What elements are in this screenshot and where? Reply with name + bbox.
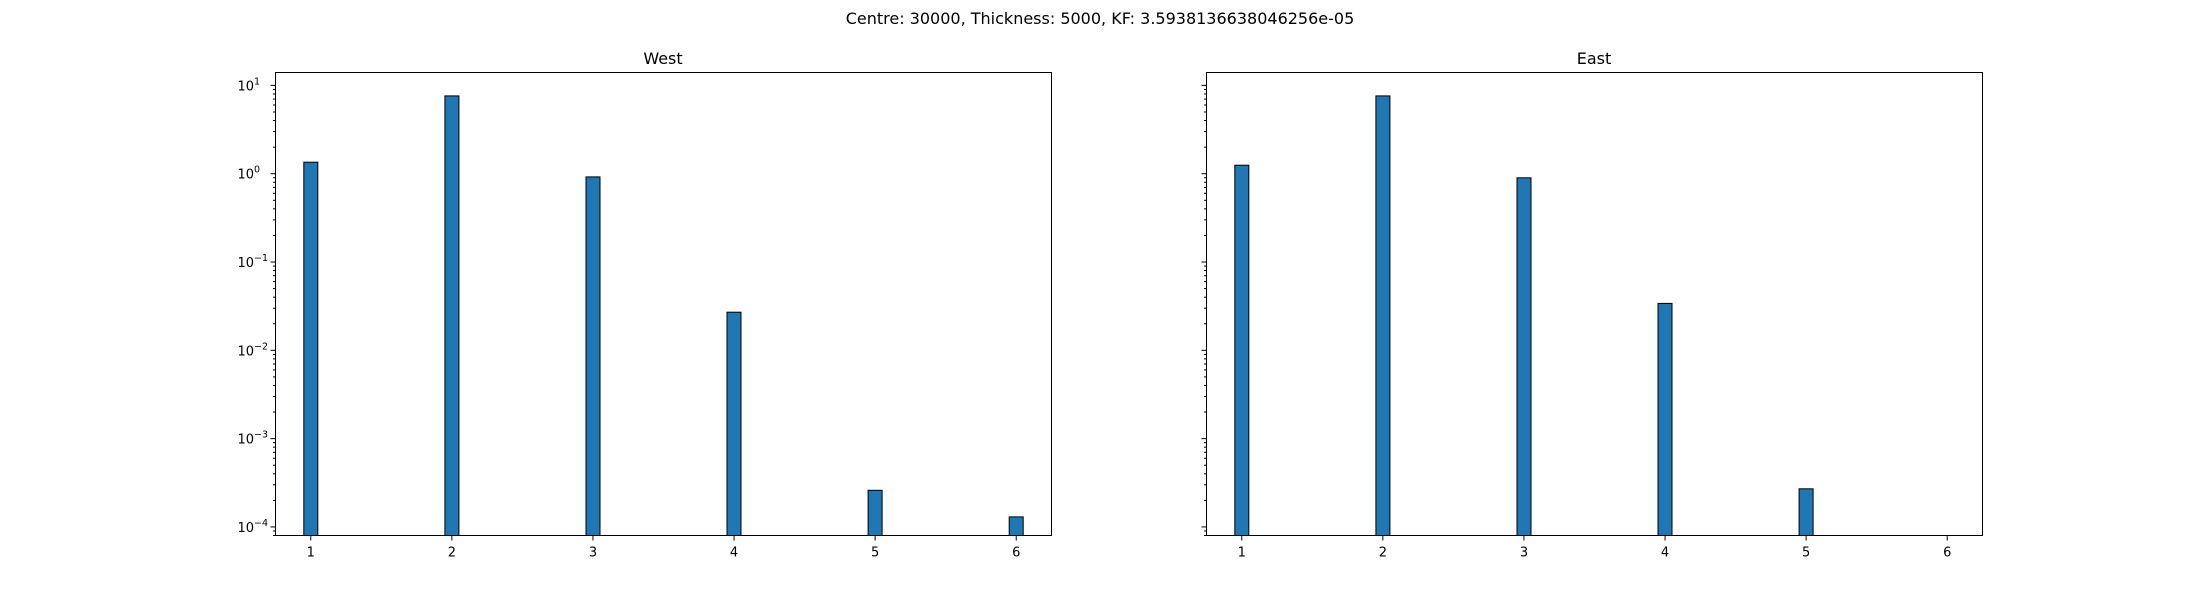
y-axis-east xyxy=(1201,84,1207,536)
bar-east-4 xyxy=(1657,302,1673,536)
bar-west-2 xyxy=(444,95,460,537)
y-tick-label-west: 10−4 xyxy=(238,518,269,536)
subplot-west: West 1 2 3 4 5 6 101 100 10−1 10−2 10−3 10−4 xyxy=(238,49,1052,561)
x-tick-label-east-2: 2 xyxy=(1379,546,1387,561)
x-tick-label-west-1: 1 xyxy=(307,546,315,561)
x-axis-east: 1 2 3 4 5 6 xyxy=(1238,535,1951,561)
x-tick-label-west-2: 2 xyxy=(448,546,456,561)
y-tick-label-west: 101 xyxy=(238,76,261,94)
subplot-title-west: West xyxy=(643,49,682,68)
y-tick-label-west: 10−1 xyxy=(238,253,269,271)
bar-west-5 xyxy=(867,489,883,536)
bar-east-2 xyxy=(1375,95,1391,537)
bar-east-5 xyxy=(1798,488,1814,536)
bars-east xyxy=(1234,95,1814,537)
x-tick-label-west-3: 3 xyxy=(589,546,597,561)
x-tick-label-east-6: 6 xyxy=(1943,546,1951,561)
x-tick-label-west-4: 4 xyxy=(730,546,738,561)
bar-west-1 xyxy=(303,161,319,536)
y-tick-label-west: 100 xyxy=(238,165,261,183)
x-axis-west: 1 2 3 4 5 6 xyxy=(307,535,1020,561)
x-tick-label-east-1: 1 xyxy=(1238,546,1246,561)
bar-east-3 xyxy=(1516,177,1532,537)
y-axis-west: 101 100 10−1 10−2 10−3 10−4 xyxy=(238,76,276,536)
bar-west-6 xyxy=(1008,516,1024,537)
x-tick-label-east-5: 5 xyxy=(1802,546,1810,561)
x-tick-label-west-5: 5 xyxy=(871,546,879,561)
x-tick-label-east-4: 4 xyxy=(1661,546,1669,561)
x-tick-label-east-3: 3 xyxy=(1520,546,1528,561)
x-tick-label-west-6: 6 xyxy=(1012,546,1020,561)
axes-frame-west xyxy=(275,72,1052,536)
figure-suptitle: Centre: 30000, Thickness: 5000, KF: 3.59… xyxy=(846,9,1355,28)
y-tick-label-west: 10−3 xyxy=(238,430,269,448)
bars-west xyxy=(303,95,1024,537)
y-tick-label-west: 10−2 xyxy=(238,341,269,359)
subplot-title-east: East xyxy=(1577,49,1612,68)
axes-frame-east xyxy=(1206,72,1983,536)
bar-west-3 xyxy=(585,176,601,536)
bar-west-4 xyxy=(726,311,742,537)
bar-east-1 xyxy=(1234,164,1250,536)
subplot-east: East 1 2 3 4 5 6 xyxy=(1201,49,1983,561)
